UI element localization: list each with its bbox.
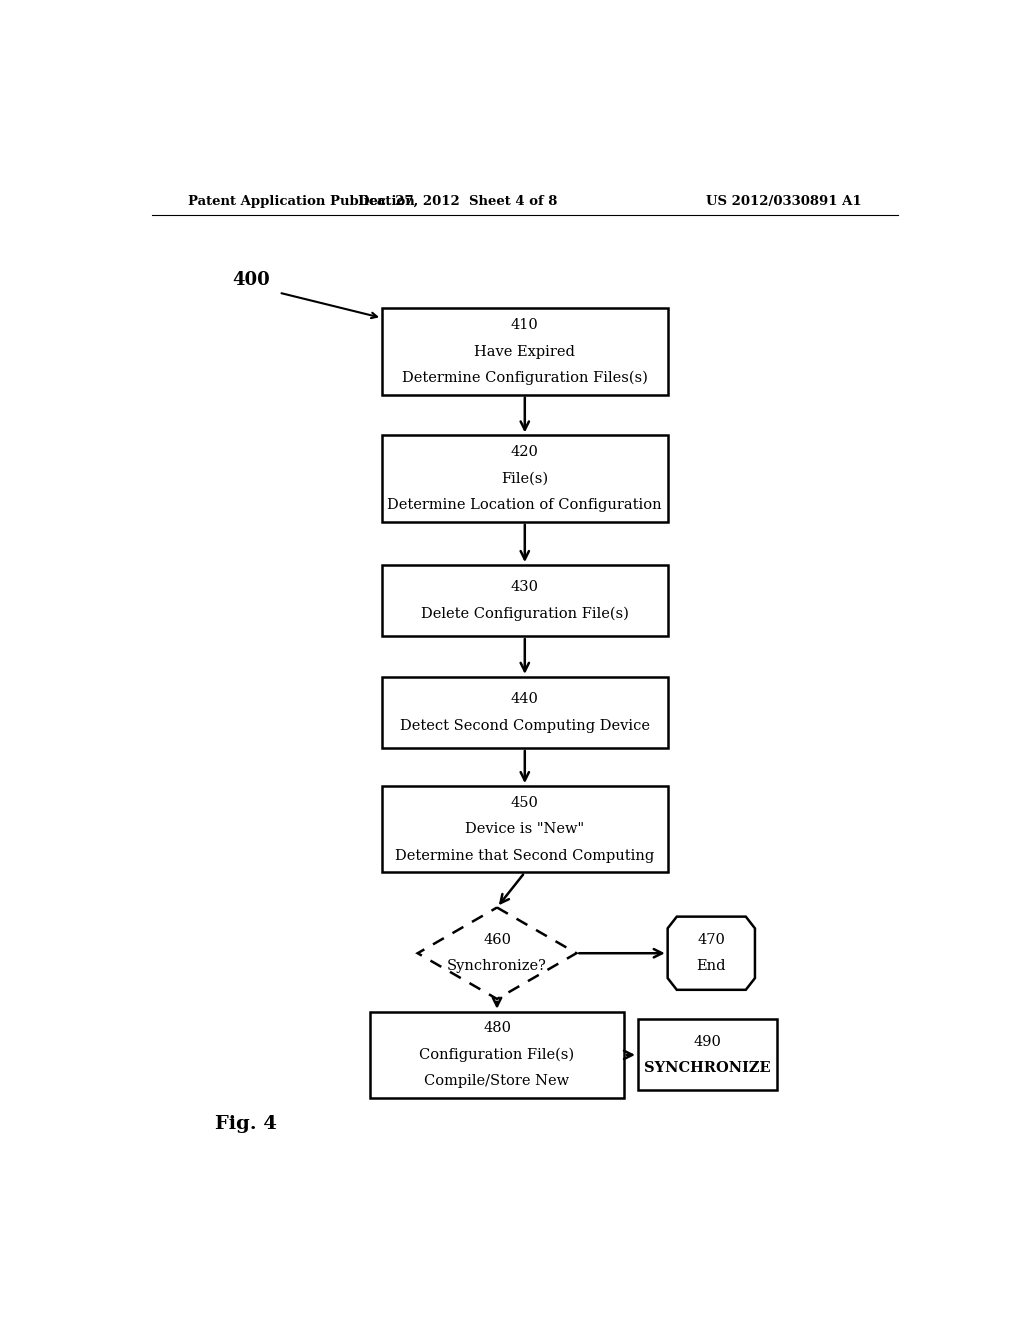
Text: 480: 480 (483, 1022, 511, 1035)
Text: Detect Second Computing Device: Detect Second Computing Device (399, 718, 650, 733)
FancyBboxPatch shape (382, 565, 668, 636)
Text: 450: 450 (511, 796, 539, 809)
Text: Configuration File(s): Configuration File(s) (420, 1048, 574, 1063)
Text: Patent Application Publication: Patent Application Publication (187, 194, 415, 207)
Text: End: End (696, 960, 726, 973)
Text: 420: 420 (511, 445, 539, 459)
Text: US 2012/0330891 A1: US 2012/0330891 A1 (707, 194, 862, 207)
Text: 490: 490 (693, 1035, 721, 1048)
FancyBboxPatch shape (370, 1011, 624, 1098)
FancyBboxPatch shape (382, 309, 668, 395)
Text: Determine Location of Configuration: Determine Location of Configuration (387, 498, 663, 512)
Text: Determine Configuration Files(s): Determine Configuration Files(s) (401, 371, 648, 385)
Text: 470: 470 (697, 933, 725, 946)
Text: Device is "New": Device is "New" (465, 822, 585, 837)
FancyBboxPatch shape (382, 436, 668, 521)
Text: Have Expired: Have Expired (474, 345, 575, 359)
Polygon shape (668, 916, 755, 990)
Text: Synchronize?: Synchronize? (447, 960, 547, 973)
Polygon shape (418, 907, 577, 999)
Text: 430: 430 (511, 581, 539, 594)
Text: 460: 460 (483, 933, 511, 946)
Text: 410: 410 (511, 318, 539, 333)
FancyBboxPatch shape (638, 1019, 777, 1090)
Text: Fig. 4: Fig. 4 (215, 1115, 278, 1133)
FancyBboxPatch shape (382, 785, 668, 873)
Text: 400: 400 (232, 272, 270, 289)
Text: Dec. 27, 2012  Sheet 4 of 8: Dec. 27, 2012 Sheet 4 of 8 (357, 194, 557, 207)
Text: File(s): File(s) (501, 471, 549, 486)
Text: 440: 440 (511, 692, 539, 706)
Text: Determine that Second Computing: Determine that Second Computing (395, 849, 654, 863)
Text: Compile/Store New: Compile/Store New (425, 1074, 569, 1088)
FancyBboxPatch shape (382, 677, 668, 748)
Text: SYNCHRONIZE: SYNCHRONIZE (644, 1061, 771, 1074)
Text: Delete Configuration File(s): Delete Configuration File(s) (421, 607, 629, 620)
